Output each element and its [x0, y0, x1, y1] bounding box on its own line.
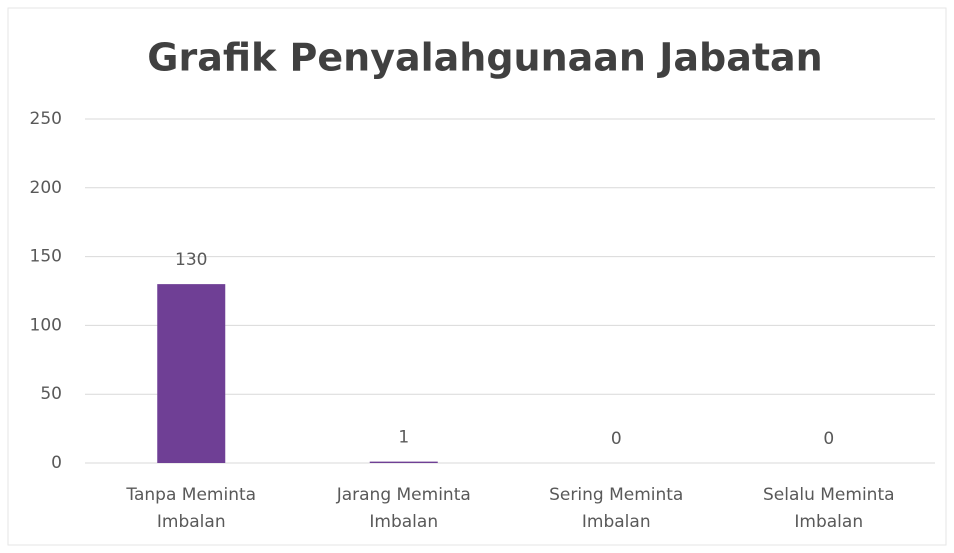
- y-tick-label: 0: [51, 453, 62, 473]
- data-label: 0: [611, 429, 622, 449]
- chart-title: Grafik Penyalahgunaan Jabatan: [147, 36, 822, 80]
- x-tick-label: Sering Meminta Imbalan: [549, 485, 684, 532]
- bar: [157, 284, 226, 463]
- bar: [369, 461, 438, 463]
- y-tick-label: 150: [30, 247, 62, 267]
- y-tick-label: 250: [30, 109, 62, 129]
- chart-border: [7, 7, 947, 546]
- y-tick-label: 200: [30, 178, 62, 198]
- x-tick-label: Selalu Meminta Imbalan: [762, 485, 895, 532]
- data-label: 1: [398, 428, 409, 448]
- y-tick-label: 100: [30, 315, 62, 335]
- x-tick-label: Jarang Meminta Imbalan: [336, 485, 471, 532]
- y-tick-label: 50: [40, 384, 62, 404]
- x-tick-label: Tanpa Meminta Imbalan: [126, 485, 257, 532]
- data-label: 0: [823, 429, 834, 449]
- data-label: 130: [175, 250, 207, 270]
